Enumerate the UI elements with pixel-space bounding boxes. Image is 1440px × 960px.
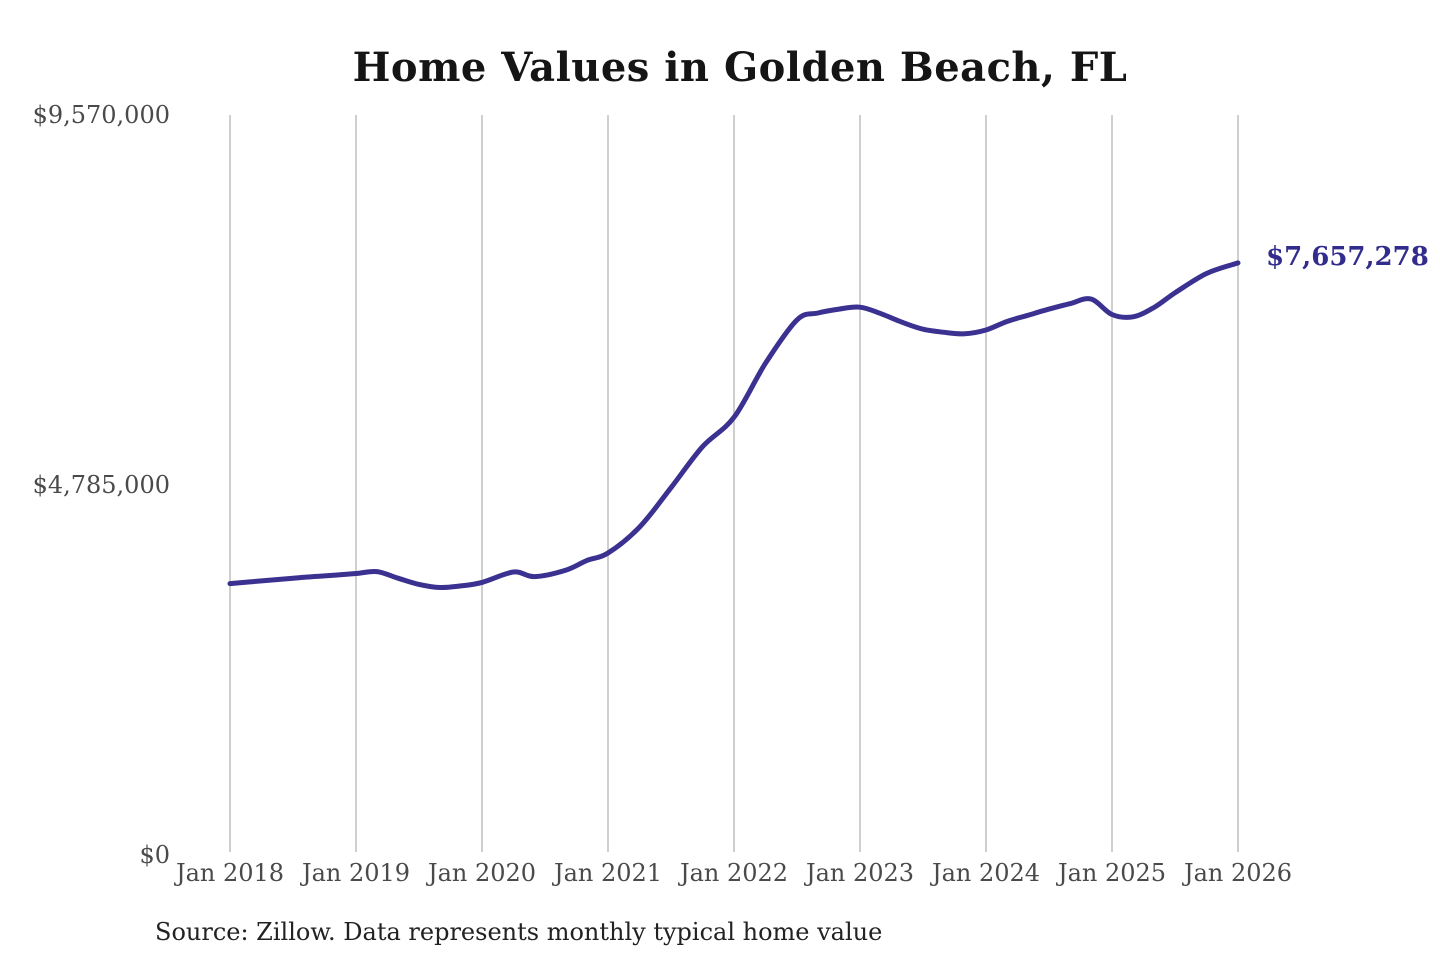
x-tick-label: Jan 2024 [931, 859, 1041, 887]
x-tick-label: Jan 2018 [175, 859, 285, 887]
x-tick-label: Jan 2021 [553, 859, 663, 887]
latest-value-label: $7,657,278 [1266, 241, 1429, 272]
x-tick-label: Jan 2020 [427, 859, 537, 887]
x-tick-label: Jan 2023 [805, 859, 915, 887]
gridlines [229, 115, 1239, 852]
source-note: Source: Zillow. Data represents monthly … [155, 918, 883, 946]
y-tick-label: $4,785,000 [32, 471, 170, 499]
x-tick-label: Jan 2026 [1183, 859, 1293, 887]
y-tick-label: $0 [139, 841, 170, 869]
y-tick-label: $9,570,000 [32, 101, 170, 129]
x-tick-label: Jan 2025 [1057, 859, 1167, 887]
home-value-line [227, 260, 1241, 591]
x-tick-label: Jan 2019 [301, 859, 411, 887]
x-tick-label: Jan 2022 [679, 859, 789, 887]
chart-title: Home Values in Golden Beach, FL [352, 44, 1128, 91]
